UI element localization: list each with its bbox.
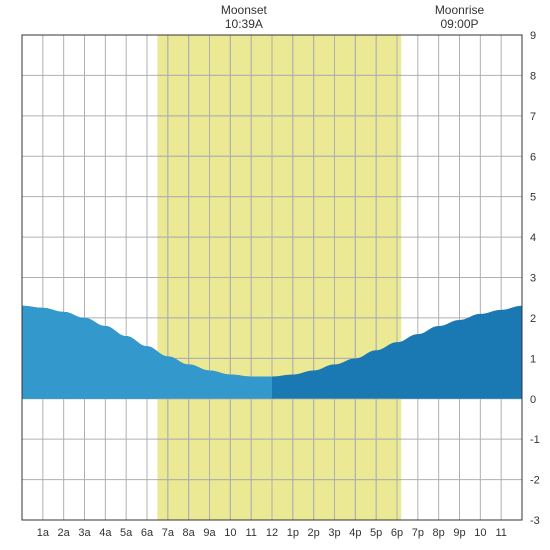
y-tick-label: 3	[530, 273, 536, 285]
x-tick-label: 4a	[99, 527, 112, 539]
x-tick-label: 7p	[412, 527, 424, 539]
y-tick-label: 0	[530, 394, 536, 406]
x-tick-label: 12	[266, 527, 278, 539]
x-tick-label: 10	[224, 527, 236, 539]
y-tick-label: 9	[530, 30, 536, 42]
x-tick-label: 9p	[453, 527, 465, 539]
y-tick-label: 2	[530, 313, 536, 325]
x-tick-label: 1a	[37, 527, 50, 539]
x-tick-label: 10	[474, 527, 486, 539]
moonset-title: Moonset	[221, 3, 268, 17]
y-tick-label: 6	[530, 151, 536, 163]
x-tick-label: 2p	[308, 527, 320, 539]
y-tick-label: -3	[530, 515, 540, 527]
x-tick-label: 3p	[328, 527, 340, 539]
moonrise-title: Moonrise	[435, 3, 485, 17]
y-tick-label: 8	[530, 70, 536, 82]
x-tick-label: 6a	[141, 527, 154, 539]
x-tick-label: 6p	[391, 527, 403, 539]
y-tick-label: -1	[530, 434, 540, 446]
x-tick-label: 11	[245, 527, 256, 539]
y-tick-label: 5	[530, 192, 536, 204]
x-tick-label: 3a	[78, 527, 91, 539]
x-tick-label: 4p	[349, 527, 361, 539]
x-tick-label: 7a	[162, 527, 175, 539]
moonrise-time: 09:00P	[440, 17, 478, 31]
x-tick-label: 8a	[183, 527, 196, 539]
y-tick-label: 7	[530, 111, 536, 123]
moonset-time: 10:39A	[225, 17, 263, 31]
tide-chart-svg: -3-2-101234567891a2a3a4a5a6a7a8a9a101112…	[0, 0, 550, 550]
x-tick-label: 1p	[287, 527, 299, 539]
x-tick-label: 5a	[120, 527, 133, 539]
x-tick-label: 9a	[203, 527, 216, 539]
x-tick-label: 11	[495, 527, 506, 539]
y-tick-label: -2	[530, 475, 540, 487]
x-tick-label: 5p	[370, 527, 382, 539]
x-tick-label: 2a	[58, 527, 71, 539]
x-tick-label: 8p	[433, 527, 445, 539]
y-tick-label: 1	[530, 353, 536, 365]
y-tick-label: 4	[530, 232, 536, 244]
tide-chart-container: { "chart": { "type": "area", "width": 55…	[0, 0, 550, 550]
